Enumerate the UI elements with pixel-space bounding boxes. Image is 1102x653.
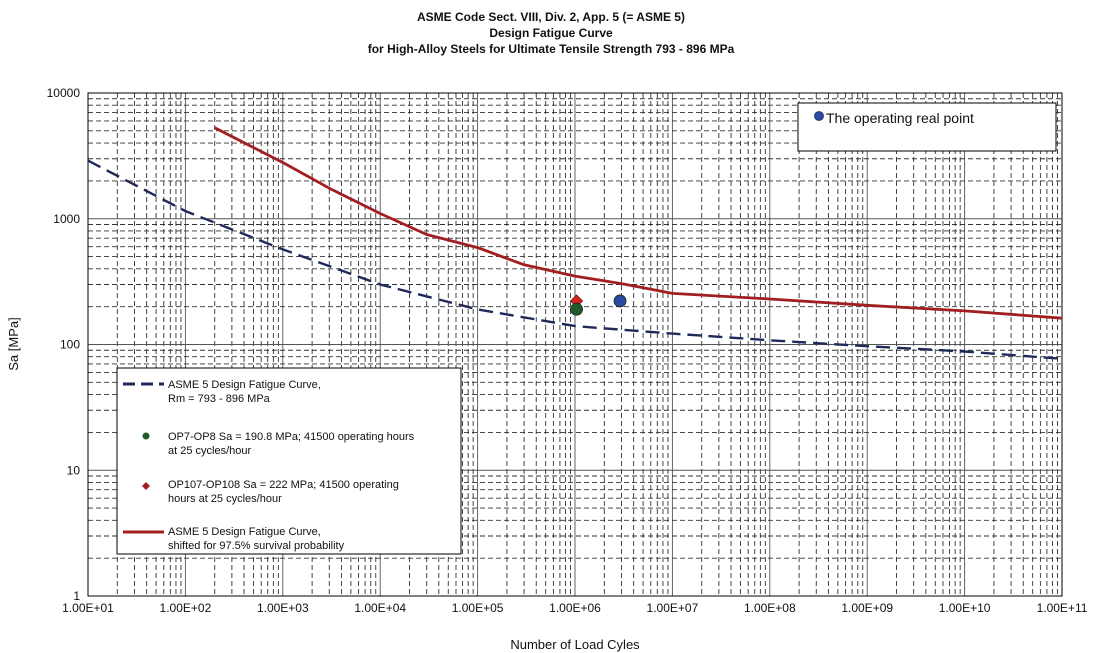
x-tick-label: 1.00E+03: [257, 601, 309, 615]
x-tick-label: 1.00E+07: [647, 601, 699, 615]
y-tick-label: 1000: [53, 212, 80, 226]
y-tick-labels: 1 10 100 1000 10000: [47, 86, 81, 603]
x-tick-label: 1.00E+02: [160, 601, 212, 615]
legend-main: ASME 5 Design Fatigue Curve, Rm = 793 - …: [116, 367, 462, 555]
x-tick-label: 1.00E+04: [354, 601, 406, 615]
x-tick-label: 1.00E+11: [1037, 601, 1088, 615]
legend-op107-op108-line-2: hours at 25 cycles/hour: [168, 493, 282, 505]
marker-real-point: [613, 294, 627, 308]
legend-shifted-curve-line-2: shifted for 97.5% survival probability: [168, 540, 345, 552]
markers-group: [569, 294, 627, 316]
series-group: [87, 126, 1063, 360]
marker-op7-op8: [570, 302, 583, 316]
title-line-3: for High-Alloy Steels for Ultimate Tensi…: [368, 42, 735, 56]
legend-design-curve-line-1: ASME 5 Design Fatigue Curve,: [168, 379, 321, 391]
title-line-1: ASME Code Sect. VIII, Div. 2, App. 5 (= …: [417, 10, 685, 24]
y-tick-label: 1: [73, 589, 80, 603]
y-tick-label: 100: [60, 338, 80, 352]
y-tick-label: 10: [67, 463, 81, 477]
x-tick-label: 1.00E+05: [452, 601, 504, 615]
x-axis-label: Number of Load Cyles: [510, 637, 640, 652]
x-tick-label: 1.00E+06: [549, 601, 601, 615]
legend-real-point-label: The operating real point: [826, 110, 974, 126]
legend-main-box: [116, 367, 462, 555]
legend-op107-op108-line-1: OP107-OP108 Sa = 222 MPa; 41500 operatin…: [168, 479, 399, 491]
x-tick-label: 1.00E+01: [62, 601, 114, 615]
x-tick-label: 1.00E+09: [841, 601, 893, 615]
chart-title: ASME Code Sect. VIII, Div. 2, App. 5 (= …: [368, 10, 735, 56]
x-tick-labels: 1.00E+01 1.00E+02 1.00E+03 1.00E+04 1.00E+05…: [62, 601, 1088, 615]
legend-op7-op8-line-1: OP7-OP8 Sa = 190.8 MPa; 41500 operating …: [168, 431, 415, 443]
x-tick-label: 1.00E+08: [744, 601, 796, 615]
y-axis-label: Sa [MPa]: [6, 317, 21, 370]
series-design-curve-line: [87, 159, 1063, 360]
legend-swatch-op7-op8: [142, 432, 150, 440]
legend-real-point-box: [797, 102, 1057, 152]
series-shifted-curve-line: [214, 126, 1063, 320]
legend-shifted-curve-line-1: ASME 5 Design Fatigue Curve,: [168, 526, 321, 538]
x-tick-label: 1.00E+10: [939, 601, 991, 615]
y-tick-label: 10000: [47, 86, 81, 100]
legend-design-curve-line-2: Rm = 793 - 896 MPa: [168, 393, 271, 405]
legend-swatch-real-point: [814, 111, 824, 121]
legend-swatch-op107-op108: [142, 482, 150, 490]
legend-op7-op8-line-2: at 25 cycles/hour: [168, 445, 251, 457]
title-line-2: Design Fatigue Curve: [489, 26, 613, 40]
plot-area-border: [87, 92, 1063, 597]
legend-real-point: The operating real point: [797, 102, 1057, 152]
